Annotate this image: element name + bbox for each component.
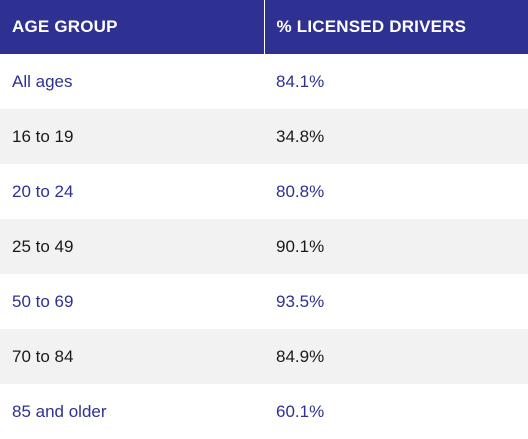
table-header: AGE GROUP % LICENSED DRIVERS bbox=[0, 0, 528, 54]
header-row: AGE GROUP % LICENSED DRIVERS bbox=[0, 0, 528, 54]
table-row: 20 to 24 80.8% bbox=[0, 164, 528, 219]
cell-percent-licensed: 84.1% bbox=[264, 54, 528, 109]
table-row: 25 to 49 90.1% bbox=[0, 219, 528, 274]
cell-percent-licensed: 80.8% bbox=[264, 164, 528, 219]
table-row: All ages 84.1% bbox=[0, 54, 528, 109]
cell-percent-licensed: 93.5% bbox=[264, 274, 528, 329]
column-header-percent-licensed: % LICENSED DRIVERS bbox=[264, 0, 528, 54]
cell-age-group: 20 to 24 bbox=[0, 164, 264, 219]
cell-age-group: 16 to 19 bbox=[0, 109, 264, 164]
table-row: 16 to 19 34.8% bbox=[0, 109, 528, 164]
cell-percent-licensed: 84.9% bbox=[264, 329, 528, 384]
table-row: 70 to 84 84.9% bbox=[0, 329, 528, 384]
cell-age-group: 50 to 69 bbox=[0, 274, 264, 329]
cell-age-group: 25 to 49 bbox=[0, 219, 264, 274]
cell-age-group: All ages bbox=[0, 54, 264, 109]
table-row: 85 and older 60.1% bbox=[0, 384, 528, 439]
cell-percent-licensed: 60.1% bbox=[264, 384, 528, 439]
cell-age-group: 85 and older bbox=[0, 384, 264, 439]
cell-age-group: 70 to 84 bbox=[0, 329, 264, 384]
cell-percent-licensed: 34.8% bbox=[264, 109, 528, 164]
table-body: All ages 84.1% 16 to 19 34.8% 20 to 24 8… bbox=[0, 54, 528, 439]
column-header-age-group: AGE GROUP bbox=[0, 0, 265, 54]
cell-percent-licensed: 90.1% bbox=[264, 219, 528, 274]
table-row: 50 to 69 93.5% bbox=[0, 274, 528, 329]
